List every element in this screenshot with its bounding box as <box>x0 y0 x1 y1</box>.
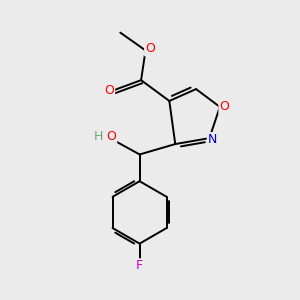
Text: O: O <box>219 100 229 113</box>
Text: O: O <box>104 84 114 97</box>
Text: H: H <box>94 130 103 143</box>
Text: O: O <box>106 130 116 143</box>
Text: N: N <box>208 133 217 146</box>
Text: F: F <box>136 260 143 272</box>
Text: O: O <box>145 42 155 56</box>
